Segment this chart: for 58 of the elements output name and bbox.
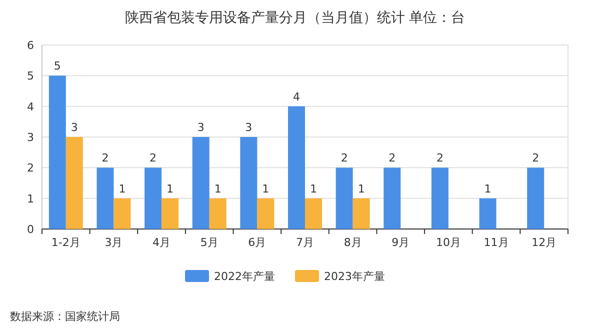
data-label: 2 — [102, 152, 109, 165]
x-tick-label: 6月 — [248, 236, 266, 249]
data-label: 1 — [262, 182, 270, 196]
x-tick-label: 1-2月 — [51, 236, 80, 249]
bar — [336, 168, 353, 229]
data-label: 4 — [293, 90, 300, 104]
bar — [257, 198, 274, 229]
data-label: 1 — [358, 182, 365, 196]
y-tick-label: 6 — [27, 39, 34, 52]
data-label: 1 — [118, 182, 126, 196]
bar — [162, 198, 179, 229]
data-label: 5 — [54, 60, 61, 73]
x-tick-label: 11月 — [484, 236, 509, 249]
bar — [352, 198, 370, 229]
data-label: 2 — [340, 152, 348, 165]
y-tick-label: 1 — [27, 192, 34, 206]
data-label: 3 — [70, 121, 78, 134]
bar — [114, 198, 131, 229]
bar — [431, 168, 448, 229]
bar — [288, 106, 305, 229]
data-label: 2 — [436, 152, 444, 165]
bar — [96, 168, 114, 229]
y-tick-label: 4 — [27, 100, 34, 114]
y-tick-label: 3 — [27, 131, 34, 144]
data-label: 1 — [166, 182, 174, 196]
x-tick-label: 8月 — [344, 236, 362, 249]
data-label: 1 — [484, 182, 492, 196]
y-tick-label: 0 — [27, 223, 34, 236]
y-tick-label: 2 — [27, 162, 34, 175]
bar — [66, 137, 83, 229]
bar — [384, 168, 401, 229]
legend-label: 2022年产量 — [214, 270, 275, 283]
x-tick-label: 5月 — [200, 236, 218, 249]
bar — [305, 198, 322, 229]
data-label: 2 — [388, 152, 396, 165]
x-tick-label: 7月 — [296, 236, 314, 249]
x-tick-label: 10月 — [436, 236, 461, 249]
bar — [48, 76, 66, 229]
y-tick-label: 5 — [27, 70, 34, 83]
x-tick-label: 9月 — [392, 236, 410, 249]
bar — [144, 168, 162, 229]
bar — [479, 198, 496, 229]
bar — [240, 137, 258, 229]
x-tick-label: 4月 — [152, 236, 171, 249]
legend-label: 2023年产量 — [324, 270, 385, 283]
data-label: 2 — [150, 152, 157, 165]
bar — [192, 137, 210, 229]
data-label: 2 — [532, 152, 540, 165]
bar — [527, 168, 544, 229]
x-tick-label: 3月 — [104, 236, 123, 249]
data-label: 1 — [310, 182, 317, 196]
data-label: 3 — [197, 121, 204, 134]
x-tick-label: 12月 — [532, 236, 557, 249]
bar — [209, 198, 226, 229]
chart-title: 陕西省包装专用设备产量分月（当月值）统计 单位：台 — [124, 10, 466, 26]
source-note: 数据来源：国家统计局 — [10, 310, 120, 323]
data-label: 1 — [214, 182, 222, 196]
data-label: 3 — [245, 121, 252, 134]
